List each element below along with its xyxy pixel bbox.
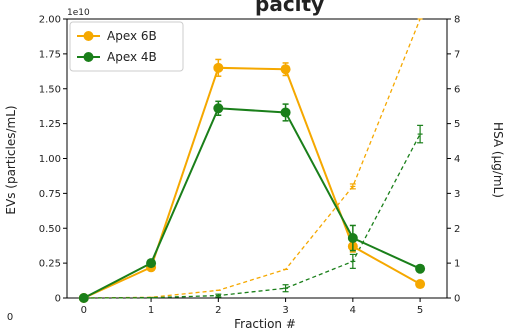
right-tick-label: 5 bbox=[454, 119, 460, 130]
left-tick-label: 0.75 bbox=[39, 189, 61, 200]
legend-swatch-marker-apex-6b bbox=[83, 31, 94, 41]
right-tick-label: 2 bbox=[454, 224, 460, 235]
data-point-apex-4b bbox=[146, 258, 157, 269]
x-tick-label: 3 bbox=[282, 305, 288, 316]
legend-swatch-marker-apex-4b bbox=[83, 52, 94, 62]
series-line-apex-4b-hsa bbox=[83, 133, 421, 299]
chart-title-fragment: pacity bbox=[255, 0, 324, 16]
left-tick-label: 0.50 bbox=[39, 224, 61, 235]
right-axis-title: HSA (µg/mL) bbox=[491, 122, 505, 198]
legend-box bbox=[69, 21, 184, 72]
series-line-apex-6b bbox=[83, 66, 421, 299]
series-apex-4b bbox=[78, 100, 426, 303]
x-tick-label: 4 bbox=[350, 305, 356, 316]
left-tick-label: 0.25 bbox=[39, 259, 61, 270]
right-y-axis: 0 1 2 3 4 5 6 7 8 bbox=[447, 15, 460, 305]
x-tick-label: 1 bbox=[148, 305, 154, 316]
left-tick-label: 1.00 bbox=[39, 154, 61, 165]
data-point-apex-4b bbox=[415, 263, 426, 274]
right-tick-label: 3 bbox=[454, 189, 460, 200]
left-y-axis: 0 0.25 0.50 0.75 1.00 1.25 1.50 1.75 2.00 bbox=[39, 15, 67, 305]
data-point-apex-4b bbox=[280, 107, 291, 118]
x-tick-label: 2 bbox=[215, 305, 221, 316]
right-tick-label: 6 bbox=[454, 84, 460, 95]
left-tick-label: 1.50 bbox=[39, 84, 61, 95]
left-axis-scale-label: 1e10 bbox=[67, 8, 90, 18]
data-point-apex-4b bbox=[78, 293, 89, 303]
legend-label-apex-4b: Apex 4B bbox=[107, 50, 157, 64]
data-point-apex-6b bbox=[415, 279, 426, 290]
series-apex-4b-hsa bbox=[81, 124, 424, 299]
x-axis: 0 1 2 3 4 5 bbox=[81, 298, 423, 316]
right-tick-label: 8 bbox=[454, 15, 460, 26]
legend-label-apex-6b: Apex 6B bbox=[107, 29, 157, 43]
left-tick-label: 1.75 bbox=[39, 49, 61, 60]
series-line-apex-4b bbox=[83, 107, 421, 299]
series-apex-6b bbox=[78, 58, 426, 303]
data-point-apex-4b bbox=[213, 103, 224, 114]
right-tick-label: 7 bbox=[454, 49, 460, 60]
data-point-apex-6b bbox=[280, 64, 291, 75]
legend: Apex 6B Apex 4B bbox=[69, 21, 184, 72]
x-axis-title: Fraction # bbox=[234, 317, 296, 331]
right-tick-label: 0 bbox=[454, 294, 460, 305]
left-tick-label: 2.00 bbox=[39, 15, 61, 26]
data-point-apex-4b bbox=[347, 233, 358, 244]
left-tick-label: 0 bbox=[55, 294, 61, 305]
left-tick-label: 1.25 bbox=[39, 119, 61, 130]
x-tick-label: 0 bbox=[81, 305, 87, 316]
x-tick-label: 5 bbox=[417, 305, 423, 316]
left-edge-label: 0 bbox=[7, 312, 13, 323]
right-tick-label: 1 bbox=[454, 259, 460, 270]
right-tick-label: 4 bbox=[454, 154, 460, 165]
series-layer bbox=[78, 18, 426, 303]
left-axis-title: EVs (particles/mL) bbox=[4, 105, 18, 214]
data-point-apex-6b bbox=[213, 62, 224, 73]
